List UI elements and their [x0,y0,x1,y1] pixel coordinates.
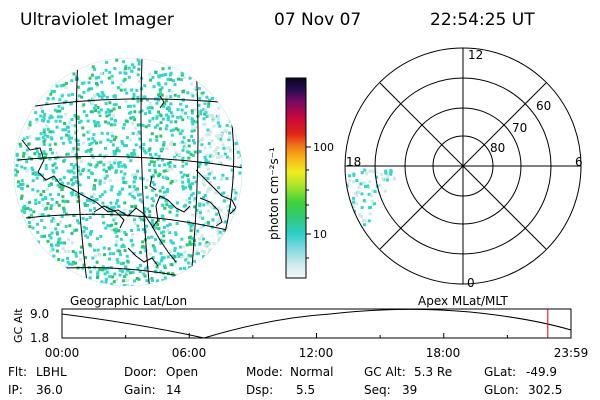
gcalt-label: GC Alt: [364,365,406,379]
colorbar: 100 10 photon cm⁻²s⁻¹ [267,77,334,279]
altitude-y-min: 1.8 [30,331,49,345]
door-value: Open [166,365,198,379]
instrument-title: Ultraviolet Imager [20,10,174,30]
seq-label: Seq: [364,383,391,397]
mlat-label-60: 60 [536,99,551,113]
geographic-image [13,57,243,287]
polar-plot: 12 18 6 0 60 70 80 [344,47,583,290]
colorbar-unit-label: photon cm⁻²s⁻¹ [267,147,281,240]
mlat-label-80: 80 [490,141,505,155]
glon-label: GLon: [484,383,519,397]
colorbar-tick-100: 100 [313,141,334,154]
colorbar-gradient [285,77,307,279]
mode-label: Mode: [246,365,283,379]
ip-label: IP: [8,383,23,397]
door-label: Door: [124,365,157,379]
ip-value: 36.0 [36,383,63,397]
gain-label: Gain: [124,383,156,397]
apex-panel-label: Apex MLat/MLT [418,294,508,308]
colorbar-tick-10: 10 [313,228,327,241]
glon-value: 302.5 [528,383,562,397]
altitude-curve [61,308,572,339]
mlat-label-70: 70 [512,121,527,135]
seq-value: 39 [402,383,417,397]
glat-label: GLat: [484,365,516,379]
mode-value: Normal [290,365,333,379]
polar-meridian-diag-2 [379,82,547,250]
altitude-y-max: 9.0 [30,307,49,321]
observation-date: 07 Nov 07 [274,10,361,30]
x-tick-0600: 06:00 [172,346,207,360]
observation-time: 22:54:25 UT [430,10,535,30]
altitude-y-axis-label: GC Alt [12,308,25,343]
x-tick-1200: 12:00 [299,346,334,360]
x-tick-1800: 18:00 [426,346,461,360]
x-tick-2359: 23:59 [554,346,589,360]
mlt-label-0: 0 [467,276,475,290]
mlt-label-18: 18 [346,155,361,169]
mlt-label-6: 6 [575,155,583,169]
mlt-label-12: 12 [468,48,483,62]
flt-label: Flt: [8,365,27,379]
geographic-panel-label: Geographic Lat/Lon [70,294,187,308]
gain-value: 14 [166,383,181,397]
x-tick-0000: 00:00 [45,346,80,360]
gcalt-value: 5.3 Re [414,365,452,379]
status-panel: Flt: LBHL IP: 36.0 Door: Open Gain: 14 M… [8,365,562,397]
flt-value: LBHL [36,365,67,379]
dsp-label: Dsp: [246,383,273,397]
glat-value: -49.9 [526,365,557,379]
altitude-plot: GC Alt 9.0 1.8 00:00 06:00 12:00 18:00 2… [12,307,588,360]
altitude-x-tick-marks [61,333,572,338]
dsp-value: 5.5 [296,383,315,397]
